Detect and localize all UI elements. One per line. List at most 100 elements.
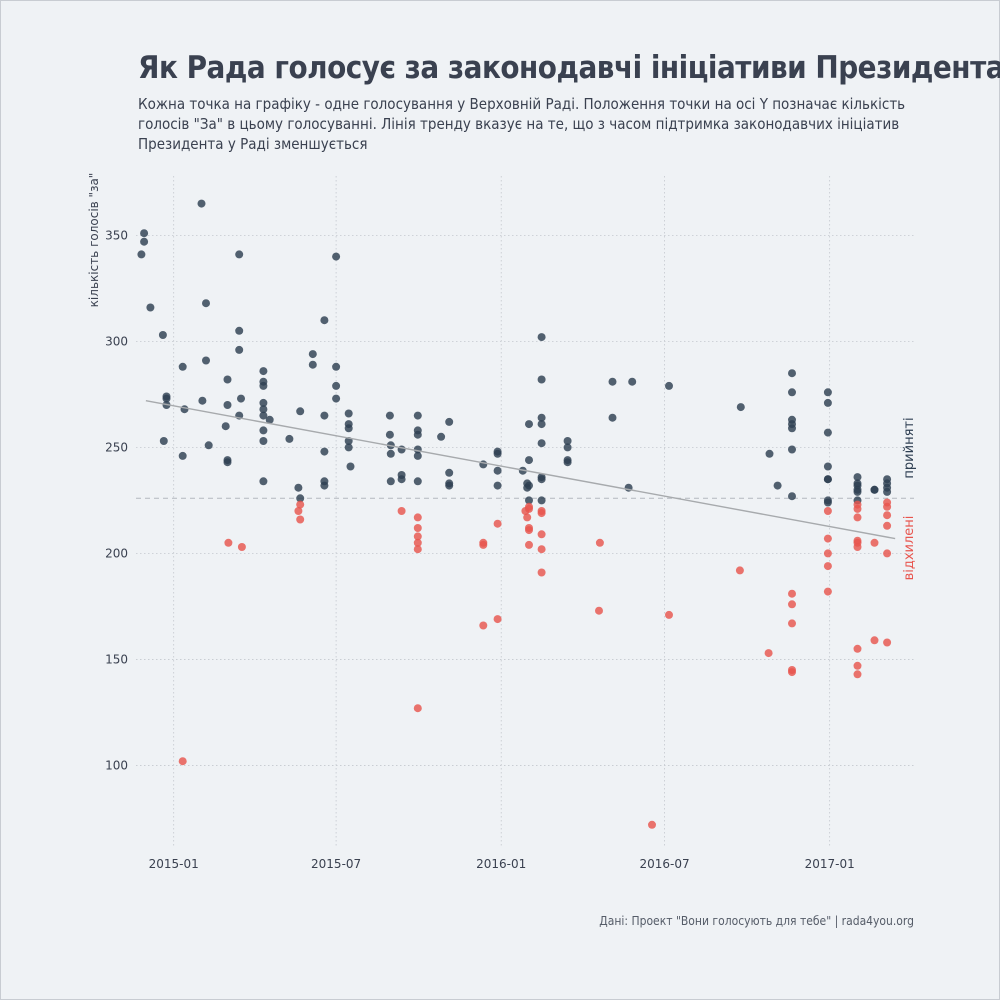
data-point-rejected: [595, 538, 604, 547]
data-point-passed: [137, 250, 146, 259]
data-point-passed: [235, 345, 244, 354]
x-tick-label: 2016-07: [639, 857, 689, 871]
data-point-rejected: [296, 515, 305, 524]
data-point-rejected: [823, 562, 832, 571]
data-point-passed: [628, 377, 637, 386]
data-point-passed: [608, 377, 617, 386]
data-point-passed: [198, 396, 207, 405]
data-point-rejected: [853, 661, 862, 670]
data-point-passed: [883, 487, 892, 496]
data-point-rejected: [413, 513, 422, 522]
data-point-passed: [823, 428, 832, 437]
data-point-passed: [537, 420, 546, 429]
data-point-passed: [296, 407, 305, 416]
data-point-passed: [386, 449, 395, 458]
data-point-rejected: [537, 509, 546, 518]
data-point-passed: [493, 481, 502, 490]
data-point-rejected: [883, 502, 892, 511]
data-point-passed: [493, 466, 502, 475]
data-point-rejected: [237, 543, 246, 551]
data-point-passed: [736, 403, 745, 412]
data-point-passed: [259, 477, 268, 486]
y-tick-label: 100: [105, 758, 128, 772]
data-point-passed: [346, 462, 355, 471]
data-point-passed: [332, 394, 341, 403]
data-point-rejected: [788, 668, 796, 677]
data-point-passed: [162, 394, 171, 403]
data-point-passed: [296, 494, 305, 503]
data-point-passed: [204, 441, 213, 450]
y-tick-label: 200: [105, 546, 128, 560]
data-point-passed: [386, 477, 395, 486]
data-point-passed: [413, 451, 422, 460]
data-point-passed: [413, 411, 422, 420]
data-point-passed: [788, 388, 796, 397]
data-point-rejected: [853, 543, 862, 551]
data-point-passed: [344, 443, 353, 452]
data-point-rejected: [853, 670, 862, 679]
data-point-passed: [665, 381, 673, 390]
data-point-passed: [344, 424, 353, 433]
data-point-rejected: [413, 545, 422, 554]
data-point-rejected: [853, 644, 862, 653]
data-point-passed: [413, 477, 422, 486]
data-point-passed: [259, 398, 268, 407]
y-tick-label: 350: [105, 228, 128, 242]
data-point-passed: [158, 331, 167, 339]
data-point-passed: [853, 473, 862, 482]
data-point-passed: [235, 326, 244, 335]
chart-title: Як Рада голосує за законодавчі ініціатив…: [138, 50, 1000, 86]
grid: [136, 176, 914, 846]
data-point-rejected: [883, 638, 892, 647]
data-point-passed: [537, 475, 546, 484]
data-point-passed: [537, 333, 546, 342]
data-point-passed: [259, 381, 268, 390]
data-point-rejected: [665, 610, 673, 619]
data-point-rejected: [788, 600, 796, 609]
data-point-passed: [773, 481, 782, 490]
data-point-passed: [320, 411, 329, 420]
data-point-rejected: [525, 504, 533, 513]
data-point-rejected: [413, 532, 422, 541]
data-point-passed: [823, 498, 832, 507]
data-point-passed: [332, 362, 341, 371]
data-point-passed: [178, 451, 187, 460]
data-point-passed: [563, 443, 572, 452]
data-point-passed: [202, 356, 210, 365]
data-point-rejected: [296, 500, 305, 509]
data-point-passed: [259, 411, 268, 420]
data-point-rejected: [823, 587, 832, 596]
data-point-rejected: [788, 619, 796, 628]
data-point-passed: [853, 487, 862, 496]
data-point-passed: [823, 462, 832, 471]
data-point-rejected: [870, 538, 879, 547]
data-point-passed: [525, 456, 533, 465]
chart-subtitle: Кожна точка на графіку - одне голосуванн…: [138, 95, 906, 153]
data-point-passed: [788, 369, 796, 378]
data-point-passed: [493, 449, 502, 458]
data-point-passed: [437, 432, 446, 441]
data-point-passed: [221, 422, 230, 431]
data-point-passed: [788, 445, 796, 454]
x-tick-label: 2017-01: [805, 857, 855, 871]
y-tick-label: 250: [105, 440, 128, 454]
data-point-rejected: [413, 538, 422, 547]
data-point-passed: [823, 475, 832, 484]
data-point-passed: [265, 415, 274, 424]
data-point-rejected: [823, 534, 832, 543]
data-point-passed: [259, 367, 268, 376]
data-point-passed: [320, 481, 329, 490]
data-point-passed: [259, 437, 268, 445]
data-point-rejected: [648, 820, 656, 829]
data-point-passed: [235, 250, 244, 259]
data-point-passed: [525, 496, 533, 505]
data-point-passed: [563, 458, 572, 467]
data-point-rejected: [493, 519, 502, 528]
data-point-rejected: [883, 549, 892, 558]
data-point-passed: [223, 458, 232, 467]
x-tick-label: 2015-07: [311, 857, 361, 871]
data-point-passed: [197, 199, 206, 208]
data-point-passed: [140, 229, 149, 238]
trend-line: [145, 400, 896, 540]
data-point-passed: [202, 299, 210, 308]
